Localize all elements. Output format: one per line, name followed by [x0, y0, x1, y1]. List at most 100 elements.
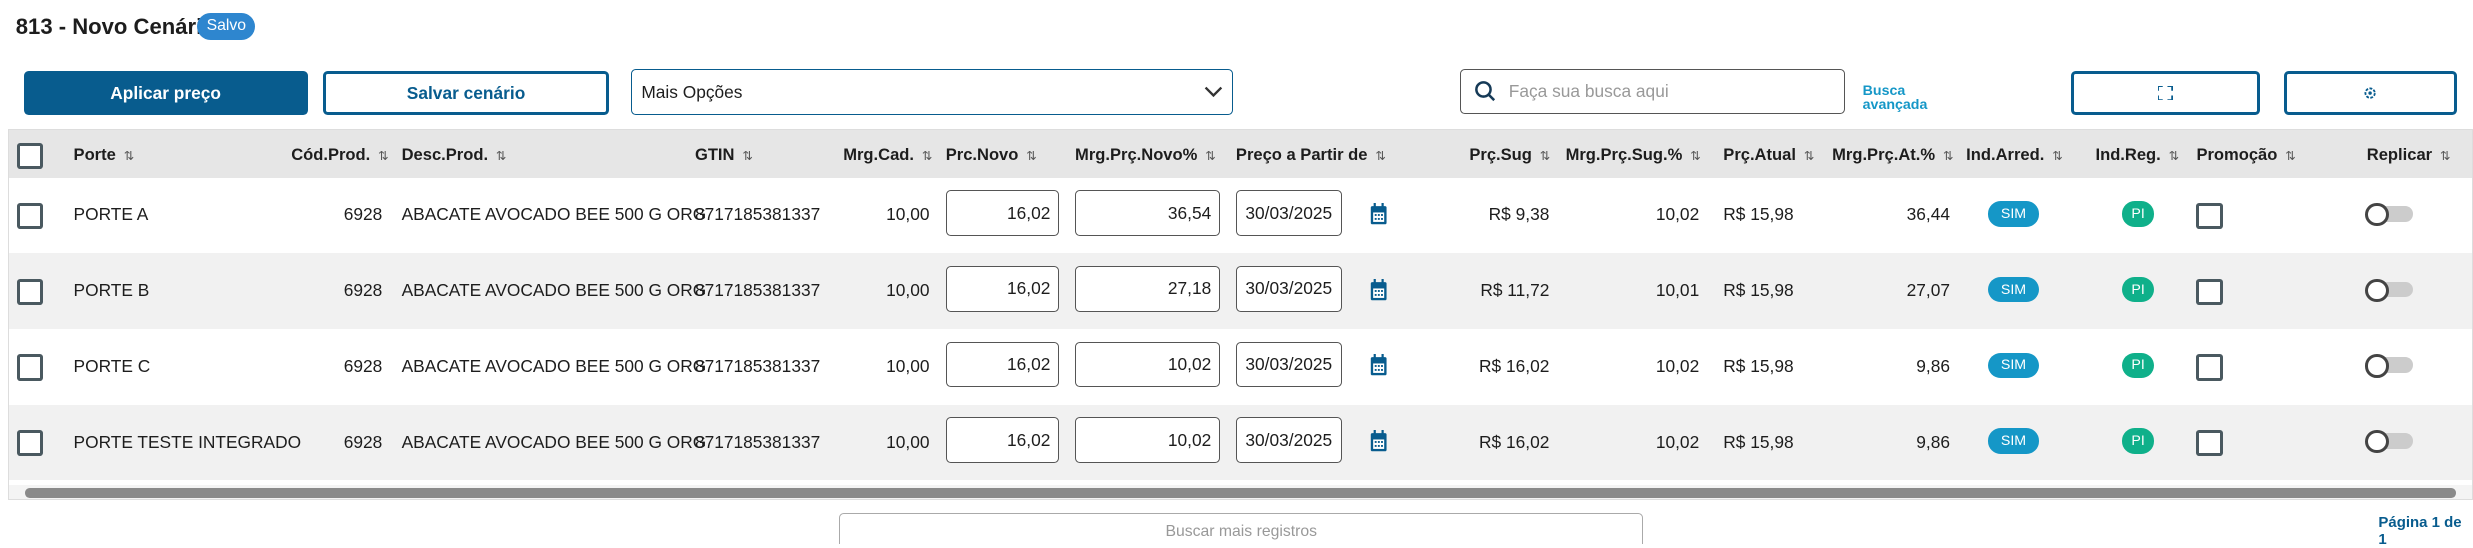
advanced-search-line2: avançada	[1862, 96, 1928, 113]
cod-prod: 6928	[343, 431, 383, 452]
column-header[interactable]: Mrg.Prç.Novo% ⇅	[1075, 145, 1216, 165]
advanced-search-link[interactable]: Busca avançada	[1862, 83, 1928, 113]
column-header[interactable]: Prç.Atual ⇅	[1723, 145, 1814, 165]
promocao-checkbox[interactable]	[2196, 429, 2223, 457]
sort-icon[interactable]: ⇅	[495, 148, 507, 163]
toggle-knob	[2365, 278, 2389, 302]
prc-sug: R$ 9,38	[1488, 204, 1550, 225]
row-checkbox[interactable]	[16, 278, 44, 306]
sort-icon[interactable]: ⇅	[2052, 148, 2063, 163]
sort-icon[interactable]: ⇅	[742, 148, 753, 163]
gtin: 8717185381337	[694, 280, 821, 301]
mrg-sug: 10,02	[1655, 431, 1700, 452]
sort-icon[interactable]: ⇅	[921, 148, 933, 163]
price-table: Porte ⇅ Cód.Prod. ⇅ Desc.Prod. ⇅ GTIN ⇅ Mrg.Cad.…	[7, 129, 2473, 500]
calendar-icon[interactable]	[1370, 429, 1387, 452]
column-header[interactable]: Cód.Prod. ⇅	[291, 145, 389, 165]
promocao-checkbox[interactable]	[2196, 278, 2223, 306]
column-header-label: Cód.Prod.	[291, 144, 371, 164]
sort-icon[interactable]: ⇅	[1539, 148, 1551, 163]
row-checkbox[interactable]	[16, 429, 44, 457]
toggle-knob	[2365, 429, 2389, 454]
row-checkbox[interactable]	[16, 354, 44, 381]
horizontal-scrollbar[interactable]	[8, 485, 2473, 499]
prc-novo-input[interactable]: 16,02	[945, 341, 1060, 388]
column-header[interactable]: Mrg.Prç.At.% ⇅	[1832, 145, 1953, 165]
more-options-select[interactable]: Mais Opções	[630, 69, 1234, 116]
mrg-novo-input[interactable]: 36,54	[1075, 190, 1221, 236]
sort-icon[interactable]: ⇅	[1803, 148, 1815, 163]
column-header-label: GTIN	[694, 144, 735, 164]
ind-reg-badge: PI	[2122, 201, 2154, 227]
sort-icon[interactable]: ⇅	[1375, 148, 1386, 163]
replicar-toggle[interactable]	[2365, 202, 2413, 227]
column-header[interactable]: Replicar ⇅	[2367, 145, 2451, 165]
porte: PORTE A	[73, 204, 149, 225]
cod-prod: 6928	[343, 280, 383, 301]
sort-icon[interactable]: ⇅	[123, 148, 135, 163]
column-header[interactable]: Preço a Partir de ⇅	[1236, 145, 1386, 165]
column-header[interactable]: Promoção ⇅	[2196, 145, 2295, 165]
sort-icon[interactable]: ⇅	[2168, 148, 2180, 163]
column-header[interactable]: Porte ⇅	[74, 145, 135, 165]
sort-icon[interactable]: ⇅	[2439, 148, 2451, 163]
column-header[interactable]: Mrg.Prç.Sug.% ⇅	[1566, 145, 1701, 165]
table-row: PORTE C 6928 ABACATE AVOCADO BEE 500 G ORG…	[9, 329, 2472, 405]
save-scenario-button[interactable]: Salvar cenário	[323, 70, 609, 116]
status-badge: Salvo	[197, 12, 256, 41]
mrg-novo-input[interactable]: 10,02	[1075, 417, 1221, 464]
porte: PORTE C	[73, 355, 151, 376]
date-input[interactable]: 30/03/2025	[1235, 341, 1342, 388]
sort-icon[interactable]: ⇅	[2285, 148, 2296, 163]
calendar-icon[interactable]	[1370, 278, 1387, 301]
scrollbar-thumb[interactable]	[24, 488, 2457, 498]
sort-icon[interactable]: ⇅	[1026, 148, 1037, 163]
toggle-knob	[2365, 354, 2389, 378]
select-all-checkbox[interactable]	[16, 142, 44, 170]
column-header-label: Ind.Arred.	[1966, 144, 2045, 164]
prc-novo-input[interactable]: 16,02	[945, 190, 1060, 236]
desc-prod: ABACATE AVOCADO BEE 500 G ORG	[401, 204, 707, 225]
column-header[interactable]: Ind.Arred. ⇅	[1966, 145, 2063, 165]
mrg-novo-input[interactable]: 10,02	[1075, 341, 1221, 388]
date-input[interactable]: 30/03/2025	[1235, 190, 1342, 236]
replicar-toggle[interactable]	[2365, 354, 2413, 378]
date-input[interactable]: 30/03/2025	[1235, 265, 1342, 312]
prc-novo-input[interactable]: 16,02	[945, 265, 1060, 312]
replicar-toggle[interactable]	[2365, 429, 2413, 454]
column-header[interactable]: Mrg.Cad. ⇅	[843, 145, 932, 165]
apply-price-button[interactable]: Aplicar preço	[23, 70, 308, 116]
prc-sug: R$ 16,02	[1479, 355, 1550, 376]
promocao-checkbox[interactable]	[2196, 354, 2223, 381]
fullscreen-button[interactable]	[2070, 70, 2261, 116]
calendar-icon[interactable]	[1370, 354, 1387, 376]
prc-novo-input[interactable]: 16,02	[945, 417, 1060, 464]
column-header-label: Desc.Prod.	[401, 144, 489, 164]
calendar-icon[interactable]	[1370, 202, 1387, 225]
load-more-button[interactable]: Buscar mais registros	[839, 512, 1644, 545]
mrg-sug: 10,01	[1655, 280, 1700, 301]
sort-icon[interactable]: ⇅	[378, 148, 389, 163]
row-checkbox[interactable]	[16, 202, 44, 230]
settings-button[interactable]	[2283, 70, 2458, 116]
column-header[interactable]: GTIN ⇅	[695, 145, 753, 165]
porte: PORTE TESTE INTEGRADO	[73, 431, 302, 452]
prc-sug: R$ 16,02	[1479, 431, 1550, 452]
replicar-toggle[interactable]	[2365, 278, 2413, 302]
promocao-checkbox[interactable]	[2196, 202, 2223, 230]
column-header-label: Prç.Atual	[1723, 144, 1796, 164]
sort-icon[interactable]: ⇅	[1942, 148, 1954, 163]
mrg-novo-input[interactable]: 27,18	[1075, 265, 1221, 312]
search-input[interactable]: Faça sua busca aqui	[1460, 69, 1846, 114]
chevron-down-icon	[1204, 86, 1223, 98]
column-header[interactable]: Desc.Prod. ⇅	[402, 145, 507, 165]
sort-icon[interactable]: ⇅	[1690, 148, 1701, 163]
column-header[interactable]: Prç.Sug ⇅	[1469, 145, 1550, 165]
date-input[interactable]: 30/03/2025	[1235, 417, 1342, 464]
mrg-cad: 10,00	[886, 280, 930, 301]
mrg-at: 9,86	[1916, 431, 1950, 452]
sort-icon[interactable]: ⇅	[1205, 148, 1216, 163]
column-header[interactable]: Ind.Reg. ⇅	[2096, 145, 2180, 165]
column-header[interactable]: Prc.Novo ⇅	[946, 145, 1037, 165]
toggle-knob	[2365, 202, 2389, 227]
